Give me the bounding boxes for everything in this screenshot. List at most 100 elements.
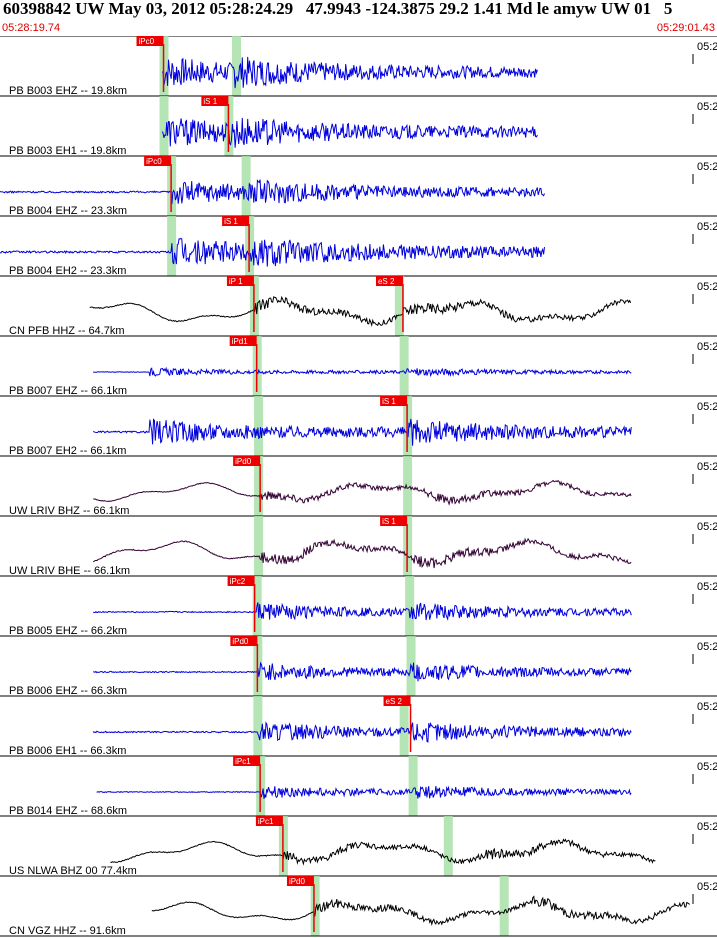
pick-window [310, 876, 320, 936]
trace-label: PB B003 EH1 -- 19.8km [9, 145, 126, 157]
pick-label: iS 1 [224, 217, 238, 226]
trace-label: CN VGZ HHZ -- 91.6km [9, 925, 126, 937]
pick-flag[interactable] [222, 216, 250, 226]
pick-flag[interactable] [380, 516, 408, 526]
pick-window [254, 516, 264, 576]
right-tick-label: 05:2 [697, 221, 717, 233]
trace-label: UW LRIV BHE -- 66.1km [9, 565, 130, 577]
trace-label: CN PFB HHZ -- 64.7km [9, 325, 125, 337]
waveform-line [92, 418, 632, 446]
pick-window [408, 756, 418, 816]
pick-window [231, 36, 241, 96]
trace-label: PB B006 EHZ -- 66.3km [9, 685, 127, 697]
trace-label: PB B014 EHZ -- 68.6km [9, 805, 127, 817]
pick-flag[interactable] [227, 576, 255, 586]
pick-window [159, 96, 169, 156]
pick-window [499, 876, 509, 936]
trace-row: 05:2 iS 1 PB B003 EH1 -- 19.8km [0, 95, 717, 157]
waveform-line [92, 537, 632, 569]
waveform-line [110, 838, 656, 866]
right-tick-label: 05:2 [697, 101, 717, 113]
trace-row: 05:2 iPd0 PB B006 EHZ -- 66.3km [0, 635, 717, 697]
pick-label: iPc0 [139, 37, 155, 46]
pick-label: iPd0 [232, 637, 249, 646]
pick-flag[interactable] [286, 876, 314, 886]
seismogram-plot: 05:2 iPc0 PB B003 EHZ -- 19.8km 05:2 iS 1 PB … [0, 36, 717, 937]
right-tick-label: 05:2 [697, 281, 717, 293]
right-tick-label: 05:2 [697, 401, 717, 413]
right-tick-label: 05:2 [697, 881, 717, 893]
waveform-line [93, 366, 632, 378]
trace-label: PB B006 EH1 -- 66.3km [9, 745, 126, 757]
pick-label-secondary: eS 2 [378, 277, 395, 286]
pick-label: iP 1 [229, 277, 243, 286]
pick-label: iPc0 [146, 157, 162, 166]
pick-label: iPd1 [232, 337, 249, 346]
pick-flag[interactable] [375, 276, 403, 286]
right-tick-label: 05:2 [697, 821, 717, 833]
pick-flag[interactable] [380, 396, 408, 406]
pick-window [254, 456, 264, 516]
trace-row: 05:2 iS 1 UW LRIV BHE -- 66.1km [0, 515, 717, 577]
waveform-line [0, 179, 545, 204]
pick-window [443, 816, 453, 876]
pick-window [253, 696, 263, 756]
pick-flag[interactable] [144, 156, 172, 166]
trace-row: 05:2 iPc1 PB B014 EHZ -- 68.6km [0, 755, 717, 817]
trace-label: PB B004 EH2 -- 23.3km [9, 265, 126, 277]
pick-flag[interactable] [230, 636, 258, 646]
pick-flag[interactable] [201, 96, 229, 106]
pick-flag[interactable] [233, 456, 261, 466]
trace-row: 05:2 iPd0 UW LRIV BHZ -- 66.1km [0, 455, 717, 517]
trace-label: PB B005 EHZ -- 66.2km [9, 625, 127, 637]
trace-row: 05:2 iPd1 PB B007 EHZ -- 66.1km [0, 335, 717, 397]
waveform-line [161, 117, 538, 148]
pick-window [403, 456, 413, 516]
pick-flag[interactable] [255, 816, 283, 826]
waveform-line [92, 721, 632, 743]
right-tick-label: 05:2 [697, 341, 717, 353]
pick-flag[interactable] [136, 36, 164, 46]
pick-window [241, 156, 251, 216]
pick-label: iPc1 [258, 817, 274, 826]
trace-row: 05:2 iP 1 eS 2 CN PFB HHZ -- 64.7km [0, 275, 717, 337]
header-bar: 60398842 UW May 03, 2012 05:28:24.29 47.… [0, 0, 717, 36]
waveform-line [162, 56, 538, 89]
pick-window [405, 576, 415, 636]
trace-label: PB B003 EHZ -- 19.8km [9, 85, 127, 97]
waveform-line [89, 295, 632, 328]
trace-row: 05:2 iPc0 PB B003 EHZ -- 19.8km [0, 36, 717, 97]
trace-row: 05:2 iS 1 PB B004 EH2 -- 23.3km [0, 215, 717, 277]
trace-label: US NLWA BHZ 00 77.4km [9, 865, 137, 877]
trace-label: UW LRIV BHZ -- 66.1km [9, 505, 129, 517]
trace-row: 05:2 iPd0 CN VGZ HHZ -- 91.6km [0, 875, 717, 937]
pick-flag[interactable] [226, 276, 254, 286]
right-tick-label: 05:2 [697, 461, 717, 473]
pick-label: iPc1 [235, 757, 251, 766]
right-tick-label: 05:2 [697, 41, 717, 53]
pick-label: iS 1 [382, 397, 396, 406]
trace-row: 05:2 iPc2 PB B005 EHZ -- 66.2km [0, 575, 717, 637]
pick-window [399, 696, 409, 756]
right-tick-label: 05:2 [697, 521, 717, 533]
time-start-label: 05:28:19.74 [2, 22, 61, 34]
trace-row: 05:2 eS 2 PB B006 EH1 -- 66.3km [0, 695, 717, 757]
pick-label: eS 2 [386, 697, 403, 706]
pick-window [394, 276, 404, 336]
waveform-line [93, 479, 632, 506]
event-title: 60398842 UW May 03, 2012 05:28:24.29 47.… [3, 0, 673, 18]
pick-flag[interactable] [383, 696, 411, 706]
pick-label: iS 1 [203, 97, 217, 106]
trace-row: 05:2 iS 1 PB B007 EH2 -- 66.1km [0, 395, 717, 457]
pick-flag[interactable] [229, 336, 257, 346]
pick-label: iPc2 [230, 577, 246, 586]
right-tick-label: 05:2 [697, 761, 717, 773]
waveform-line [96, 785, 632, 799]
trace-label: PB B007 EHZ -- 66.1km [9, 385, 127, 397]
waveform-line [151, 895, 691, 927]
pick-label: iPd0 [289, 877, 306, 886]
pick-window [399, 336, 409, 396]
waveform-line [92, 602, 632, 622]
trace-label: PB B007 EH2 -- 66.1km [9, 445, 126, 457]
pick-flag[interactable] [233, 756, 261, 766]
